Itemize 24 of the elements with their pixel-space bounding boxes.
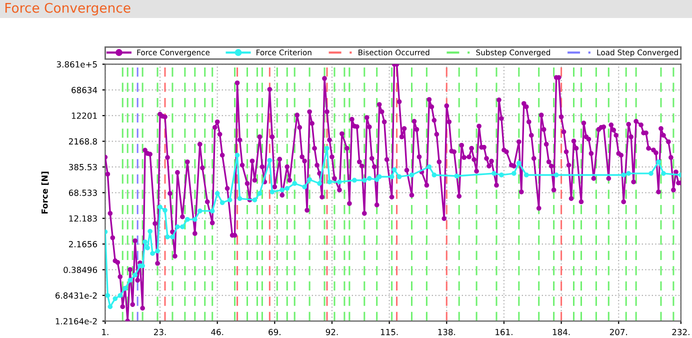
chart-title: Force Convergence — [5, 2, 130, 16]
y-tick-label: 1.2164e-2 — [56, 318, 97, 324]
x-tick-label: 115. — [380, 328, 398, 336]
x-tick-label: 92. — [326, 328, 338, 336]
x-tick-label: 161. — [496, 328, 512, 336]
x-tick-label: 184. — [552, 328, 570, 336]
y-tick-label: 12201 — [72, 112, 97, 119]
x-tick-label: 207. — [610, 328, 627, 336]
y-tick-label: 68.533 — [68, 190, 97, 196]
y-tick-label: 68634 — [72, 86, 98, 94]
x-tick-label: 232. — [672, 328, 690, 336]
y-tick-label: 385.53 — [69, 164, 97, 170]
x-tick-label: 1. — [102, 328, 108, 336]
x-tick-label: 46. — [211, 328, 224, 336]
x-tick-label: 69. — [268, 328, 280, 336]
y-tick-label: 2168.8 — [68, 138, 97, 145]
y-tick-label: 12.183 — [69, 215, 97, 222]
x-tick-label: 138. — [438, 328, 456, 336]
y-tick-label: 3.861e+5 — [56, 61, 97, 68]
y-axis-title: Force [N] — [41, 172, 49, 214]
y-tick-label: 0.38496 — [64, 266, 98, 274]
y-tick-label: 6.8431e-2 — [56, 292, 97, 299]
x-tick-label: 23. — [154, 328, 166, 336]
y-tick-label: 2.1656 — [68, 241, 98, 248]
